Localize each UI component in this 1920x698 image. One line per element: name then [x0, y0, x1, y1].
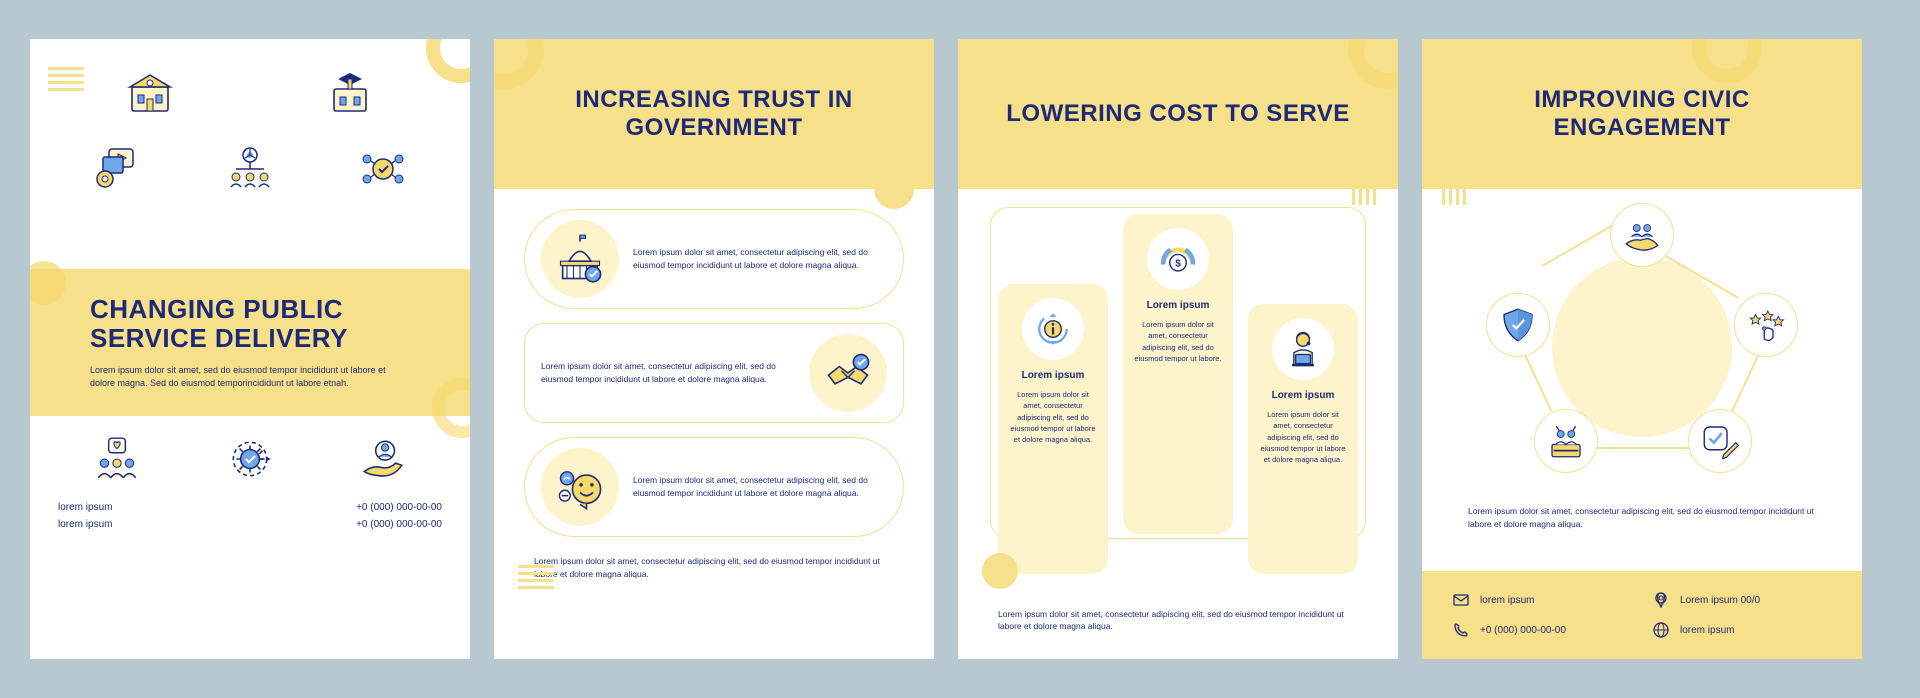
column-caption: Lorem ipsum — [1022, 370, 1085, 381]
column-caption: Lorem ipsum — [1272, 390, 1335, 401]
panel1-bottom-icons — [30, 416, 470, 484]
node-ballot — [1534, 409, 1598, 473]
info-cycle-icon — [1031, 307, 1075, 351]
agent-laptop-icon — [1281, 327, 1325, 371]
footer-text: lorem ipsum — [58, 502, 112, 513]
panel1-title-block: CHANGING PUBLIC SERVICE DELIVERY Lorem i… — [30, 269, 470, 416]
panel4-header: IMPROVING CIVIC ENGAGEMENT — [1422, 39, 1862, 189]
cost-column: Lorem ipsum Lorem ipsum dolor sit amet, … — [1248, 304, 1358, 574]
gauge-dollar-icon — [1156, 237, 1200, 281]
panel1-title: CHANGING PUBLIC SERVICE DELIVERY — [90, 295, 410, 352]
building-education-icon — [320, 69, 380, 117]
cost-column: Lorem ipsum Lorem ipsum dolor sit amet, … — [1123, 214, 1233, 534]
globe-icon — [1652, 621, 1670, 639]
feedback-smile-icon — [554, 461, 606, 513]
pin-icon — [1652, 591, 1670, 609]
column-text: Lorem ipsum dolor sit amet, consectetur … — [1008, 389, 1098, 445]
footer-text: lorem ipsum — [58, 519, 112, 530]
column-text: Lorem ipsum dolor sit amet, consectetur … — [1133, 319, 1223, 364]
panel-1: CHANGING PUBLIC SERVICE DELIVERY Lorem i… — [30, 39, 470, 659]
trust-item-text: Lorem ipsum dolor sit amet, consectetur … — [633, 246, 887, 272]
panel2-header: INCREASING TRUST IN GOVERNMENT — [494, 39, 934, 189]
panel3-footer-text: Lorem ipsum dolor sit amet, consectetur … — [998, 608, 1358, 634]
trust-item-text: Lorem ipsum dolor sit amet, consectetur … — [633, 474, 887, 500]
panel1-body: Lorem ipsum dolor sit amet, sed do eiusm… — [90, 364, 410, 390]
diagram-link — [1592, 447, 1702, 449]
trust-item: Lorem ipsum dolor sit amet, consectetur … — [524, 323, 904, 423]
diagram-link — [1521, 347, 1552, 411]
node-shield-check — [1486, 293, 1550, 357]
capitol-check-icon — [554, 233, 606, 285]
panel4-title: IMPROVING CIVIC ENGAGEMENT — [1462, 86, 1822, 141]
column-text: Lorem ipsum dolor sit amet, consectetur … — [1258, 409, 1348, 465]
team-gear-icon — [222, 145, 278, 193]
network-check-icon — [355, 145, 411, 193]
panel1-footer: lorem ipsum lorem ipsum +0 (000) 000-00-… — [30, 484, 470, 548]
panel-3: LOWERING COST TO SERVE Lorem ipsum Lorem… — [958, 39, 1398, 659]
gear-check-icon — [220, 434, 280, 484]
check-pen-icon — [1699, 420, 1741, 462]
phone-icon — [1452, 621, 1470, 639]
panel2-title: INCREASING TRUST IN GOVERNMENT — [534, 86, 894, 141]
panel4-body: Lorem ipsum dolor sit amet, consectetur … — [1422, 497, 1862, 531]
node-hands-people — [1610, 203, 1674, 267]
building-institution-icon — [120, 69, 180, 117]
footer-phone: +0 (000) 000-00-00 — [356, 502, 442, 513]
panel2-items: Lorem ipsum dolor sit amet, consectetur … — [494, 189, 934, 537]
contact-web: lorem ipsum — [1652, 621, 1832, 639]
stars-tap-icon — [1745, 304, 1787, 346]
contact-text: Lorem ipsum 00/0 — [1680, 595, 1760, 606]
diagram-link — [1732, 347, 1763, 411]
trust-item-text: Lorem ipsum dolor sit amet, consectetur … — [541, 360, 795, 386]
person-hand-icon — [353, 434, 413, 484]
panel-4: IMPROVING CIVIC ENGAGEMENT Lorem ipsum d… — [1422, 39, 1862, 659]
brochure-panels: CHANGING PUBLIC SERVICE DELIVERY Lorem i… — [30, 39, 1890, 659]
diagram-center — [1552, 257, 1732, 437]
footer-phone: +0 (000) 000-00-00 — [356, 519, 442, 530]
panel-2: INCREASING TRUST IN GOVERNMENT Lorem ips… — [494, 39, 934, 659]
contact-email: lorem ipsum — [1452, 591, 1632, 609]
panel2-footer-text: Lorem ipsum dolor sit amet, consectetur … — [494, 537, 934, 599]
node-stars-tap — [1734, 293, 1798, 357]
contact-text: lorem ipsum — [1480, 595, 1534, 606]
contact-text: +0 (000) 000-00-00 — [1480, 625, 1566, 636]
civic-diagram — [1462, 197, 1822, 497]
panel3-title: LOWERING COST TO SERVE — [1006, 100, 1349, 128]
contact-phone: +0 (000) 000-00-00 — [1452, 621, 1632, 639]
ballot-people-icon — [1545, 420, 1587, 462]
panel3-columns: Lorem ipsum Lorem ipsum dolor sit amet, … — [998, 214, 1358, 574]
deco-lines — [1352, 169, 1376, 205]
mail-icon — [1452, 591, 1470, 609]
deco-dot — [982, 553, 1018, 589]
contact-address: Lorem ipsum 00/0 — [1652, 591, 1832, 609]
cost-column: Lorem ipsum Lorem ipsum dolor sit amet, … — [998, 284, 1108, 574]
trust-item: Lorem ipsum dolor sit amet, consectetur … — [524, 209, 904, 309]
people-heart-icon — [87, 434, 147, 484]
panel1-icon-grid — [30, 39, 470, 269]
trust-item: Lorem ipsum dolor sit amet, consectetur … — [524, 437, 904, 537]
hands-people-icon — [1621, 214, 1663, 256]
node-check-pen — [1688, 409, 1752, 473]
deco-dot — [874, 169, 914, 209]
deco-lines — [518, 565, 554, 589]
shield-check-icon — [1497, 304, 1539, 346]
media-gear-icon — [89, 145, 145, 193]
contact-block: lorem ipsum Lorem ipsum 00/0 +0 (000) 00… — [1422, 571, 1862, 659]
panel3-header: LOWERING COST TO SERVE — [958, 39, 1398, 189]
column-caption: Lorem ipsum — [1147, 300, 1210, 311]
contact-text: lorem ipsum — [1680, 625, 1734, 636]
deco-dot — [30, 261, 66, 305]
handshake-check-icon — [822, 347, 874, 399]
